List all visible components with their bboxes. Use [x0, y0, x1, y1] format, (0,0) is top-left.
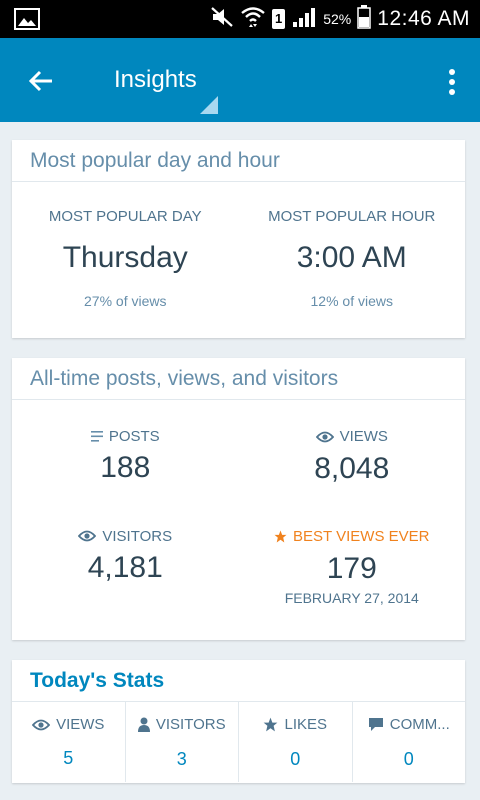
- today-comments-label: COMM...: [389, 716, 450, 733]
- visitors-label: VISITORS: [102, 527, 173, 545]
- posts-stat: POSTS 188: [12, 428, 239, 486]
- page-title: Insights: [114, 66, 197, 93]
- status-time: 12:46 AM: [377, 7, 470, 30]
- person-icon: [137, 717, 150, 732]
- comment-icon: [368, 718, 383, 731]
- card-header: All-time posts, views, and visitors: [12, 358, 465, 400]
- popular-day-hour-card: Most popular day and hour MOST POPULAR D…: [12, 140, 465, 338]
- spinner-triangle-icon: [200, 96, 218, 114]
- views-value: 8,048: [314, 451, 390, 485]
- popular-hour-stat: MOST POPULAR HOUR 3:00 AM 12% of views: [239, 208, 466, 309]
- today-visitors-label: VISITORS: [155, 716, 226, 733]
- popular-hour-value: 3:00 AM: [296, 241, 407, 274]
- today-views-cell[interactable]: VIEWS 5: [12, 702, 126, 782]
- popular-day-label: MOST POPULAR DAY: [48, 208, 202, 225]
- best-views-label: BEST VIEWS EVER: [293, 527, 430, 545]
- star-icon: [274, 530, 287, 542]
- today-comments-cell[interactable]: COMM... 0: [353, 702, 466, 782]
- card-header: Today's Stats: [12, 660, 465, 702]
- today-views-label: VIEWS: [56, 716, 105, 733]
- more-vertical-icon: [449, 69, 455, 95]
- posts-icon: [90, 431, 103, 442]
- best-views-date: FEBRUARY 27, 2014: [284, 589, 419, 606]
- arrow-left-icon: [28, 70, 52, 92]
- today-visitors-cell[interactable]: VISITORS 3: [126, 702, 239, 782]
- today-views-value: 5: [63, 747, 74, 768]
- todays-stats-card: Today's Stats VIEWS 5 VISITORS 3: [12, 660, 465, 783]
- eye-icon: [32, 719, 51, 730]
- overflow-menu-button[interactable]: [442, 62, 462, 102]
- signal-icon: [291, 6, 317, 33]
- today-likes-value: 0: [290, 749, 301, 769]
- battery-icon: [357, 4, 372, 34]
- views-label: VIEWS: [339, 428, 388, 445]
- popular-day-percent: 27% of views: [84, 293, 167, 309]
- today-likes-cell[interactable]: LIKES 0: [239, 702, 353, 782]
- sim-slot-badge: 1: [272, 9, 286, 29]
- battery-percent: 52%: [323, 11, 352, 27]
- status-bar: 1 52% 12:46 AM: [0, 0, 480, 38]
- visitors-value: 4,181: [87, 551, 163, 584]
- mute-icon: [210, 6, 234, 33]
- all-time-card: All-time posts, views, and visitors POST…: [12, 358, 465, 640]
- today-likes-label: LIKES: [284, 716, 328, 733]
- posts-label: POSTS: [108, 428, 160, 445]
- posts-value: 188: [100, 451, 151, 484]
- back-button[interactable]: [20, 60, 62, 102]
- popular-hour-percent: 12% of views: [310, 293, 393, 309]
- card-title: All-time posts, views, and visitors: [30, 366, 339, 390]
- app-bar: Insights: [0, 38, 480, 122]
- today-visitors-value: 3: [176, 749, 187, 769]
- today-comments-value: 0: [403, 749, 414, 769]
- best-views-stat: BEST VIEWS EVER 179 FEBRUARY 27, 2014: [239, 528, 466, 606]
- eye-icon: [78, 530, 97, 542]
- star-icon: [264, 717, 278, 732]
- popular-day-stat: MOST POPULAR DAY Thursday 27% of views: [12, 208, 239, 309]
- views-stat: VIEWS 8,048: [239, 428, 466, 486]
- card-title: Today's Stats: [30, 668, 165, 692]
- wifi-icon: [240, 5, 266, 34]
- card-header: Most popular day and hour: [12, 140, 465, 182]
- eye-icon: [315, 431, 334, 442]
- section-spinner[interactable]: Insights: [114, 60, 220, 116]
- best-views-value: 179: [326, 551, 377, 585]
- popular-hour-label: MOST POPULAR HOUR: [268, 208, 436, 225]
- gallery-icon: [14, 8, 40, 35]
- visitors-stat: VISITORS 4,181: [12, 528, 239, 606]
- popular-day-value: Thursday: [62, 241, 188, 274]
- card-title: Most popular day and hour: [30, 148, 280, 172]
